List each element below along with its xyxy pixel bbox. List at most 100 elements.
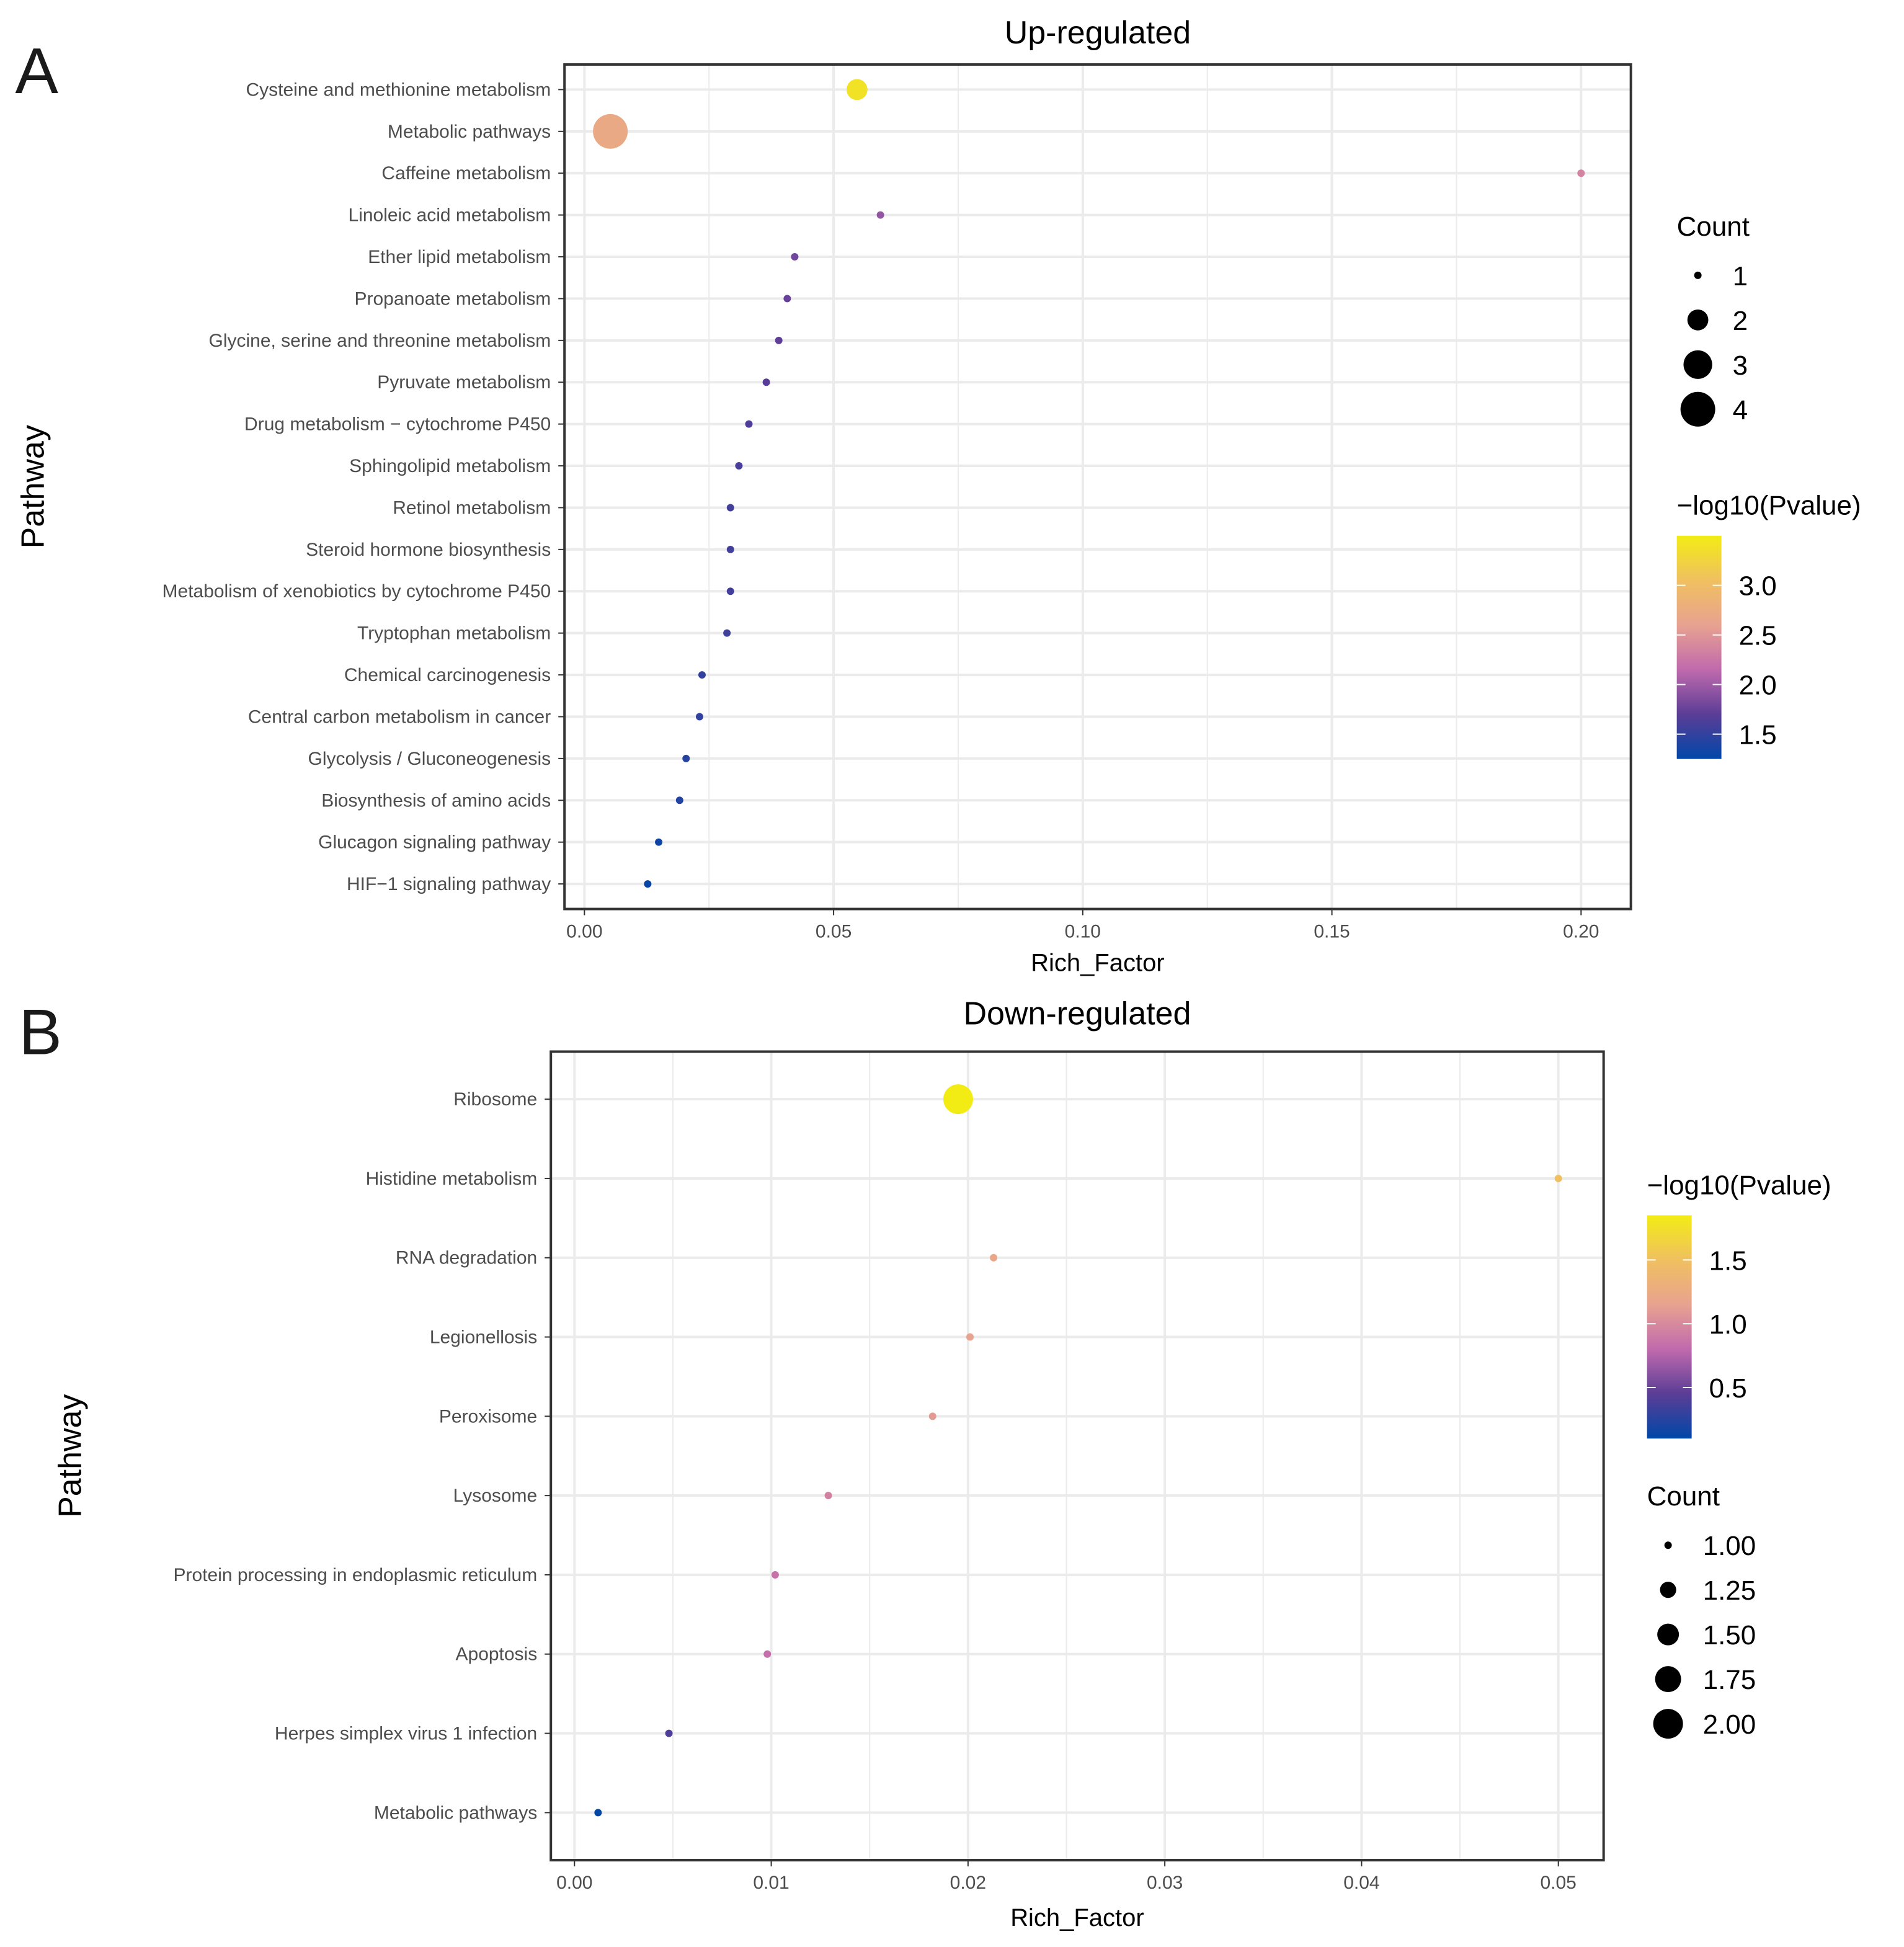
data-point <box>876 211 884 219</box>
y-tick-label: Glycine, serine and threonine metabolism <box>209 331 551 351</box>
y-tick-label: Pyruvate metabolism <box>377 372 551 393</box>
y-tick-label: Histidine metabolism <box>366 1169 538 1189</box>
data-point <box>695 713 703 721</box>
x-tick-label: 0.05 <box>816 922 852 942</box>
y-axis-label: Pathway <box>15 425 51 548</box>
data-point <box>665 1729 673 1737</box>
size-legend-label: 1.50 <box>1703 1620 1756 1651</box>
y-tick-label: Legionellosis <box>430 1327 537 1348</box>
size-legend-title: Count <box>1647 1481 1720 1512</box>
color-legend-title: −log10(Pvalue) <box>1647 1170 1831 1200</box>
data-point <box>771 1571 779 1579</box>
x-tick-label: 0.00 <box>566 922 602 942</box>
data-point <box>726 545 734 553</box>
panel-b: 0.00 0.01 0.02 0.03 0.04 0.05 Ribosome Histidin… <box>19 996 1831 1931</box>
x-tick-label: 0.10 <box>1065 922 1101 942</box>
y-tick-label: Peroxisome <box>439 1406 537 1427</box>
y-tick-label: Herpes simplex virus 1 infection <box>275 1724 537 1744</box>
x-tick-label: 0.04 <box>1343 1873 1379 1893</box>
color-legend-title: −log10(Pvalue) <box>1677 491 1861 521</box>
y-tick-label: Ether lipid metabolism <box>368 247 551 267</box>
y-tick-label: Glycolysis / Gluconeogenesis <box>308 749 551 769</box>
y-axis-label: Pathway <box>52 1394 88 1518</box>
y-tick-label: Metabolism of xenobiotics by cytochrome … <box>162 581 551 602</box>
size-legend-label: 4 <box>1733 395 1748 425</box>
size-legend-label: 3 <box>1733 350 1748 381</box>
y-tick-label: RNA degradation <box>396 1248 537 1268</box>
data-point <box>655 838 663 846</box>
y-tick-label: Metabolic pathways <box>374 1802 537 1823</box>
y-tick-label: Propanoate metabolism <box>355 288 551 309</box>
x-tick-label: 0.20 <box>1563 922 1599 942</box>
data-point <box>763 1650 772 1658</box>
color-legend-label: 0.5 <box>1709 1373 1747 1404</box>
y-tick-label: Drug metabolism − cytochrome P450 <box>244 414 551 435</box>
data-point <box>1577 169 1585 177</box>
size-legend-key <box>1655 1666 1681 1693</box>
size-legend-label: 1 <box>1733 261 1748 292</box>
size-legend-key <box>1657 1623 1679 1646</box>
x-tick-label: 0.03 <box>1147 1873 1183 1893</box>
size-legend-label: 1.00 <box>1703 1531 1756 1561</box>
size-legend-key <box>1653 1709 1683 1739</box>
y-tick-label: Lysosome <box>453 1486 538 1506</box>
data-point <box>1554 1174 1562 1182</box>
plot-background <box>551 1051 1604 1861</box>
data-point <box>723 629 731 637</box>
color-bar <box>1676 535 1722 759</box>
data-point <box>726 587 734 595</box>
x-tick-label: 0.01 <box>753 1873 789 1893</box>
data-point <box>990 1254 998 1262</box>
y-tick-label: Biosynthesis of amino acids <box>321 790 551 811</box>
plot-background <box>564 64 1631 909</box>
color-legend-label: 2.5 <box>1739 621 1777 651</box>
x-tick-label: 0.15 <box>1314 922 1350 942</box>
y-tick-label: Central carbon metabolism in cancer <box>248 706 551 727</box>
y-tick-label: HIF−1 signaling pathway <box>347 874 551 894</box>
data-point <box>698 671 706 679</box>
chart-title: Down-regulated <box>963 996 1191 1031</box>
size-legend-label: 1.25 <box>1703 1575 1756 1606</box>
x-tick-label: 0.05 <box>1541 1873 1577 1893</box>
plot-border <box>549 1050 1605 1862</box>
size-legend-key <box>1683 350 1712 379</box>
chart-title: Up-regulated <box>1005 15 1191 51</box>
color-legend-label: 1.0 <box>1709 1309 1747 1340</box>
size-legend-key <box>1660 1582 1676 1598</box>
y-tick-label: Retinol metabolism <box>393 497 551 518</box>
data-point <box>682 754 690 762</box>
color-legend-label: 1.5 <box>1739 720 1777 751</box>
data-point <box>775 336 783 344</box>
size-legend-label: 2 <box>1733 306 1748 336</box>
data-point <box>735 462 743 470</box>
data-point <box>846 79 868 100</box>
x-tick-label: 0.02 <box>950 1873 986 1893</box>
x-tick-label: 0.00 <box>556 1873 592 1893</box>
x-axis-label: Rich_Factor <box>1031 950 1164 977</box>
y-tick-label: Protein processing in endoplasmic reticu… <box>174 1565 538 1585</box>
data-point <box>791 253 799 261</box>
data-point <box>644 880 652 888</box>
data-point <box>943 1084 973 1115</box>
y-tick-label: Ribosome <box>453 1089 537 1110</box>
panel-label: A <box>15 35 58 107</box>
data-point <box>594 1809 602 1817</box>
color-legend-label: 2.0 <box>1739 671 1777 701</box>
data-point <box>966 1333 974 1341</box>
y-tick-label: Sphingolipid metabolism <box>349 456 551 476</box>
data-point <box>824 1492 832 1500</box>
plot-border <box>563 63 1632 911</box>
data-point <box>745 420 753 428</box>
data-point <box>726 504 734 512</box>
panel-a: 0.00 0.05 0.10 0.15 0.20 Cysteine and methion… <box>15 15 1861 977</box>
y-tick-label: Steroid hormone biosynthesis <box>306 540 551 560</box>
y-tick-label: Tryptophan metabolism <box>357 623 551 644</box>
size-legend-title: Count <box>1677 212 1750 242</box>
size-legend-key <box>1680 391 1715 427</box>
size-legend-key <box>1664 1541 1672 1549</box>
size-legend-label: 1.75 <box>1703 1665 1756 1695</box>
data-point <box>593 114 628 149</box>
x-axis-label: Rich_Factor <box>1010 1904 1144 1931</box>
data-point <box>762 378 770 386</box>
y-tick-label: Chemical carcinogenesis <box>344 665 551 685</box>
